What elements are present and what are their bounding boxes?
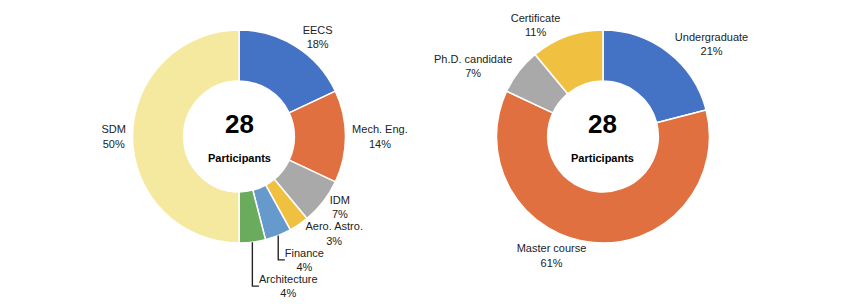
svg-text:Certificate11%: Certificate11% <box>511 12 561 38</box>
svg-text:Participants: Participants <box>208 152 271 164</box>
svg-text:28: 28 <box>225 109 254 139</box>
svg-text:IDM7%: IDM7% <box>330 194 350 220</box>
svg-text:Participants: Participants <box>571 152 634 164</box>
svg-text:Undergraduate21%: Undergraduate21% <box>675 31 748 57</box>
svg-text:28: 28 <box>588 109 617 139</box>
svg-text:Mech. Eng.14%: Mech. Eng.14% <box>352 123 408 149</box>
svg-text:Aero. Astro.3%: Aero. Astro.3% <box>305 220 362 246</box>
svg-text:EECS18%: EECS18% <box>303 24 333 50</box>
svg-text:Finance4%: Finance4% <box>285 247 324 273</box>
svg-text:SDM50%: SDM50% <box>101 123 125 149</box>
svg-text:Architecture4%: Architecture4% <box>259 273 318 299</box>
svg-text:Master course61%: Master course61% <box>517 242 587 268</box>
svg-text:Ph.D. candidate7%: Ph.D. candidate7% <box>434 53 512 79</box>
